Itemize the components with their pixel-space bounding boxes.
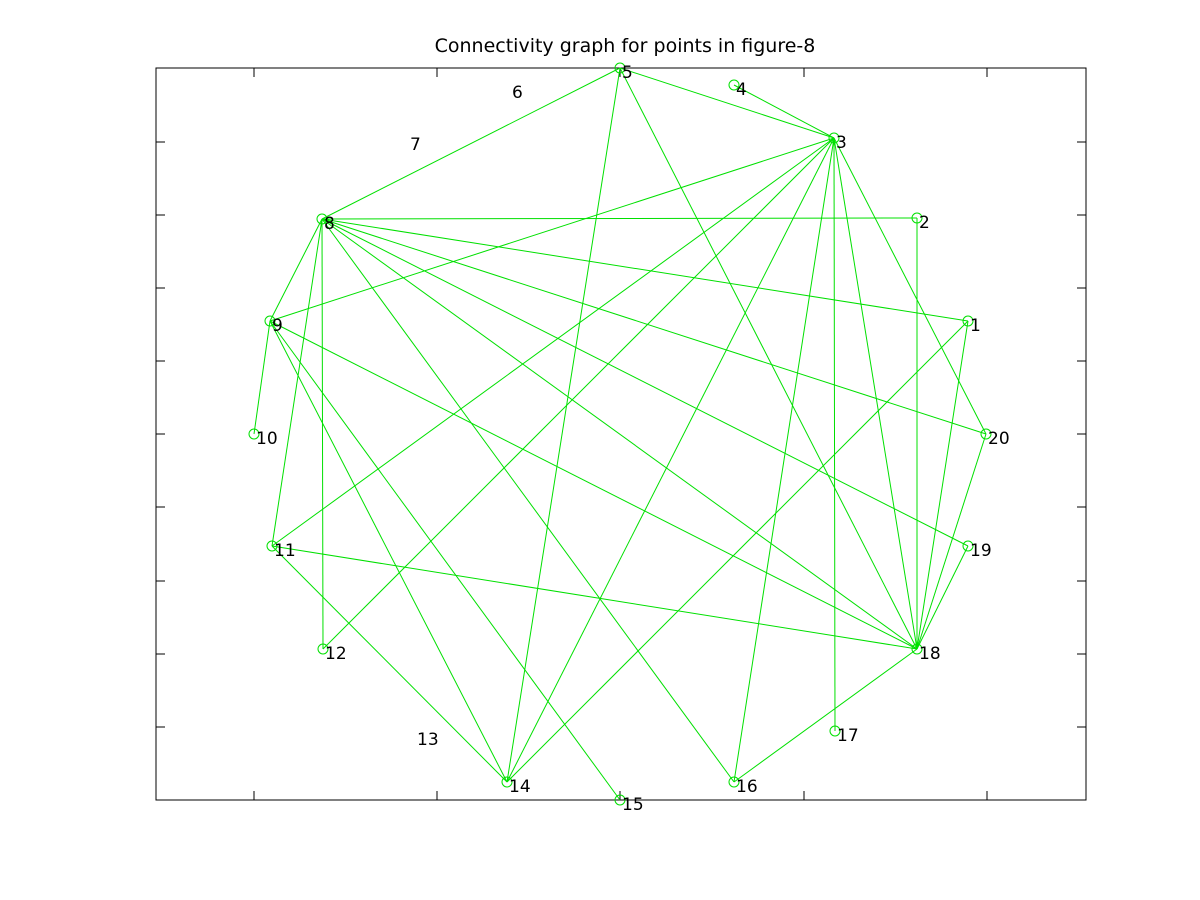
- node-label-10: 10: [256, 429, 278, 449]
- node-marker-11: [266, 540, 278, 552]
- node-label-11: 11: [274, 541, 296, 561]
- node-label-19: 19: [970, 541, 992, 561]
- edge-20-18: [916, 433, 987, 650]
- node-marker-5: [614, 62, 626, 74]
- edge-8-19: [321, 218, 969, 547]
- node-marker-8: [316, 213, 328, 225]
- edge-8-11: [271, 218, 323, 547]
- node-label-15: 15: [622, 795, 644, 815]
- node-label-2: 2: [919, 213, 930, 233]
- node-marker-14: [501, 776, 513, 788]
- edge-3-9: [269, 137, 835, 322]
- node-marker-1: [962, 315, 974, 327]
- edge-8-20: [321, 218, 987, 435]
- node-marker-2: [911, 212, 923, 224]
- edge-9-18: [269, 320, 918, 650]
- node-marker-18: [911, 643, 923, 655]
- edge-3-12: [322, 137, 835, 650]
- node-marker-20: [980, 428, 992, 440]
- node-label-17: 17: [837, 726, 859, 746]
- edge-11-14: [271, 545, 508, 783]
- node-marker-3: [828, 132, 840, 144]
- node-label-18: 18: [919, 644, 941, 664]
- edge-8-2: [321, 217, 918, 220]
- edge-3-4: [733, 84, 835, 139]
- node-marker-4: [728, 79, 740, 91]
- node-label-6: 6: [512, 83, 523, 103]
- graph-nodes: [248, 62, 992, 806]
- edge-18-16: [733, 648, 918, 783]
- edge-3-20: [833, 137, 987, 435]
- edge-9-14: [269, 320, 508, 783]
- node-label-5: 5: [622, 63, 633, 83]
- node-label-4: 4: [736, 80, 747, 100]
- edge-1-18: [916, 320, 969, 650]
- node-marker-19: [962, 540, 974, 552]
- node-marker-16: [728, 776, 740, 788]
- node-label-16: 16: [736, 777, 758, 797]
- node-marker-9: [264, 315, 276, 327]
- edge-5-3: [619, 67, 835, 139]
- node-label-20: 20: [988, 429, 1010, 449]
- edge-3-16: [733, 137, 835, 783]
- edge-19-18: [916, 545, 969, 650]
- node-label-1: 1: [970, 316, 981, 336]
- node-label-12: 12: [325, 644, 347, 664]
- graph-edges: [253, 67, 987, 801]
- edge-3-11: [271, 137, 835, 547]
- edge-18-11: [271, 545, 918, 650]
- edge-9-10: [253, 320, 271, 435]
- edge-8-16: [321, 218, 735, 783]
- node-label-7: 7: [410, 135, 421, 155]
- edge-8-18: [321, 218, 918, 650]
- node-label-14: 14: [509, 777, 531, 797]
- edge-8-1: [321, 218, 969, 322]
- edge-3-17: [833, 137, 836, 732]
- edge-5-18: [619, 67, 918, 650]
- node-marker-15: [614, 794, 626, 806]
- axis-ticks: [156, 68, 1086, 800]
- node-label-3: 3: [836, 133, 847, 153]
- edge-3-14: [506, 137, 835, 783]
- node-label-8: 8: [324, 214, 335, 234]
- edge-9-15: [269, 320, 621, 801]
- edge-3-18: [833, 137, 918, 650]
- edge-8-9: [269, 218, 323, 322]
- edge-1-14: [506, 320, 969, 783]
- edge-8-5: [321, 67, 621, 220]
- edge-5-14: [506, 67, 621, 783]
- node-marker-17: [829, 725, 841, 737]
- edge-8-12: [321, 218, 324, 650]
- node-marker-10: [248, 428, 260, 440]
- node-marker-12: [317, 643, 329, 655]
- node-label-9: 9: [272, 316, 283, 336]
- node-label-13: 13: [417, 730, 439, 750]
- chart-title: Connectivity graph for points in figure-…: [435, 35, 816, 57]
